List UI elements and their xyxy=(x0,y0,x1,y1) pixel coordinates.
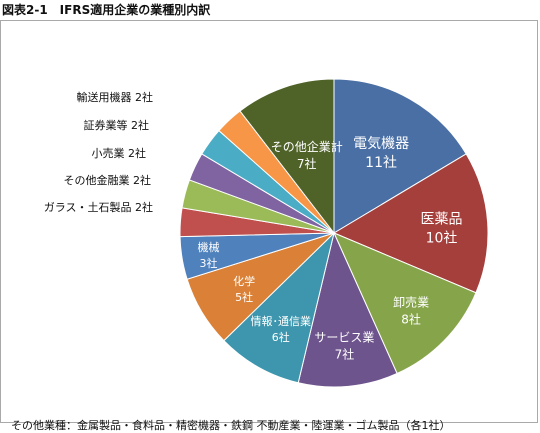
slice-value-label-0: 11社 xyxy=(365,155,397,171)
industry-pie-chart: 電気機器11社医薬品10社卸売業8社サービス業7社情報･通信業6社化学5社機械3… xyxy=(44,78,489,388)
slice-label-12: その他企業計 xyxy=(271,139,343,154)
pie-slice-3 xyxy=(297,231,398,388)
slice-label-0: 電気機器 xyxy=(353,136,409,152)
slice-label-2: 卸売業 xyxy=(393,294,429,309)
slice-value-label-3: 7社 xyxy=(335,346,355,361)
slice-label-4: 情報･通信業 xyxy=(251,315,312,328)
slice-label-5: 化学 xyxy=(233,274,255,288)
chart-footnote: その他業種：金属製品・食料品・精密機器・鉄鋼 不動産業・陸運業・ゴム製品（各1社… xyxy=(11,419,451,432)
slice-value-label-1: 10社 xyxy=(426,230,458,246)
chart-frame: 電気機器 11社 医薬品 10社 卸売業 8社 サービス業 7社 情報･通信業 6社 化学 5社 機械 3… xyxy=(0,20,538,432)
slice-label-3: サービス業 xyxy=(314,330,374,344)
slice-value-label-6: 3社 xyxy=(200,256,218,270)
slice-value-label-4: 6社 xyxy=(272,330,290,344)
pie-slice-0 xyxy=(333,78,467,234)
slice-value-label-5: 5社 xyxy=(235,290,253,304)
outside-label-8: その他金融業 2社 xyxy=(64,173,152,187)
outside-label-10: 証券業等 2社 xyxy=(84,118,150,132)
outside-label-9: 小売業 2社 xyxy=(92,146,147,160)
pie-slice-12 xyxy=(239,78,335,235)
pie-slice-4 xyxy=(223,231,335,384)
slice-label-1: 医薬品 xyxy=(421,211,463,227)
pie-slice-2 xyxy=(333,232,477,375)
figure-title: 図表2-1 IFRS適用企業の業種別内訳 xyxy=(2,3,211,17)
pie-slice-1 xyxy=(332,153,489,294)
outside-label-11: 輸送用機器 2社 xyxy=(77,90,154,104)
slice-label-6: 機械 xyxy=(198,240,220,254)
slice-value-label-12: 7社 xyxy=(297,156,317,171)
outside-label-7: ガラス・土石製品 2社 xyxy=(44,200,153,214)
slice-value-label-2: 8社 xyxy=(401,311,421,326)
